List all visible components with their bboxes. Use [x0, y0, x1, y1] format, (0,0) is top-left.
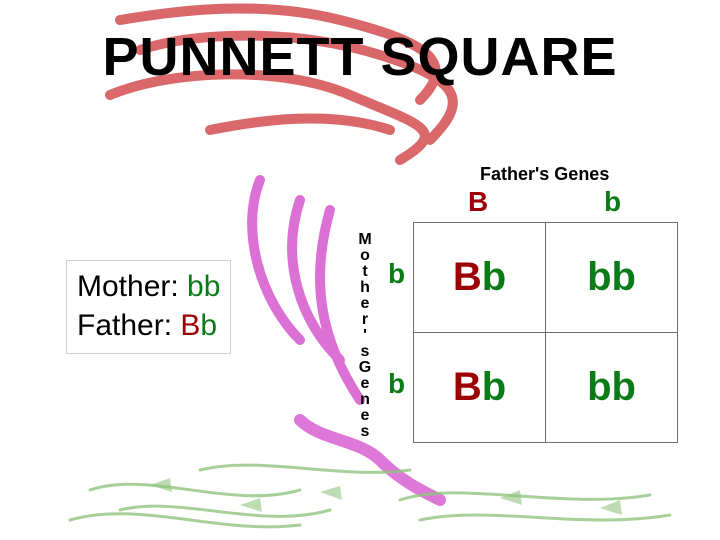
mother-allele-2: b	[204, 270, 221, 303]
punnett-cell-0-0: Bb	[414, 223, 546, 333]
cell-1-1-allele-1: b	[587, 365, 611, 410]
fathers-genes-label: Father's Genes	[480, 164, 609, 185]
punnett-cell-1-0: Bb	[414, 333, 546, 443]
cell-1-0-allele-2: b	[482, 365, 506, 410]
mothers-genes-label: Mother'sGenes	[358, 232, 372, 440]
father-allele-1: B	[180, 309, 200, 342]
cell-0-0-allele-2: b	[482, 255, 506, 300]
father-allele-header-2: b	[604, 186, 621, 218]
parent-genotype-box: Mother: bb Father: Bb	[66, 260, 231, 354]
father-label: Father:	[77, 309, 180, 342]
punnett-cell-0-1: bb	[546, 223, 678, 333]
father-genotype-line: Father: Bb	[77, 306, 220, 345]
mother-genotype-line: Mother: bb	[77, 267, 220, 306]
cell-0-0-allele-1: B	[453, 255, 482, 300]
cell-1-0-allele-1: B	[453, 365, 482, 410]
punnett-cell-1-1: bb	[546, 333, 678, 443]
punnett-square-grid: Bb bb Bb bb	[413, 222, 678, 443]
cell-1-1-allele-2: b	[612, 365, 636, 410]
page-title: PUNNETT SQUARE	[0, 26, 720, 88]
father-allele-2: b	[200, 309, 217, 342]
mother-allele-1: b	[187, 270, 204, 303]
father-allele-header-1: B	[468, 186, 488, 218]
cell-0-1-allele-2: b	[612, 255, 636, 300]
mother-allele-header-2: b	[388, 368, 405, 400]
cell-0-1-allele-1: b	[587, 255, 611, 300]
mother-allele-header-1: b	[388, 258, 405, 290]
mother-label: Mother:	[77, 270, 187, 303]
